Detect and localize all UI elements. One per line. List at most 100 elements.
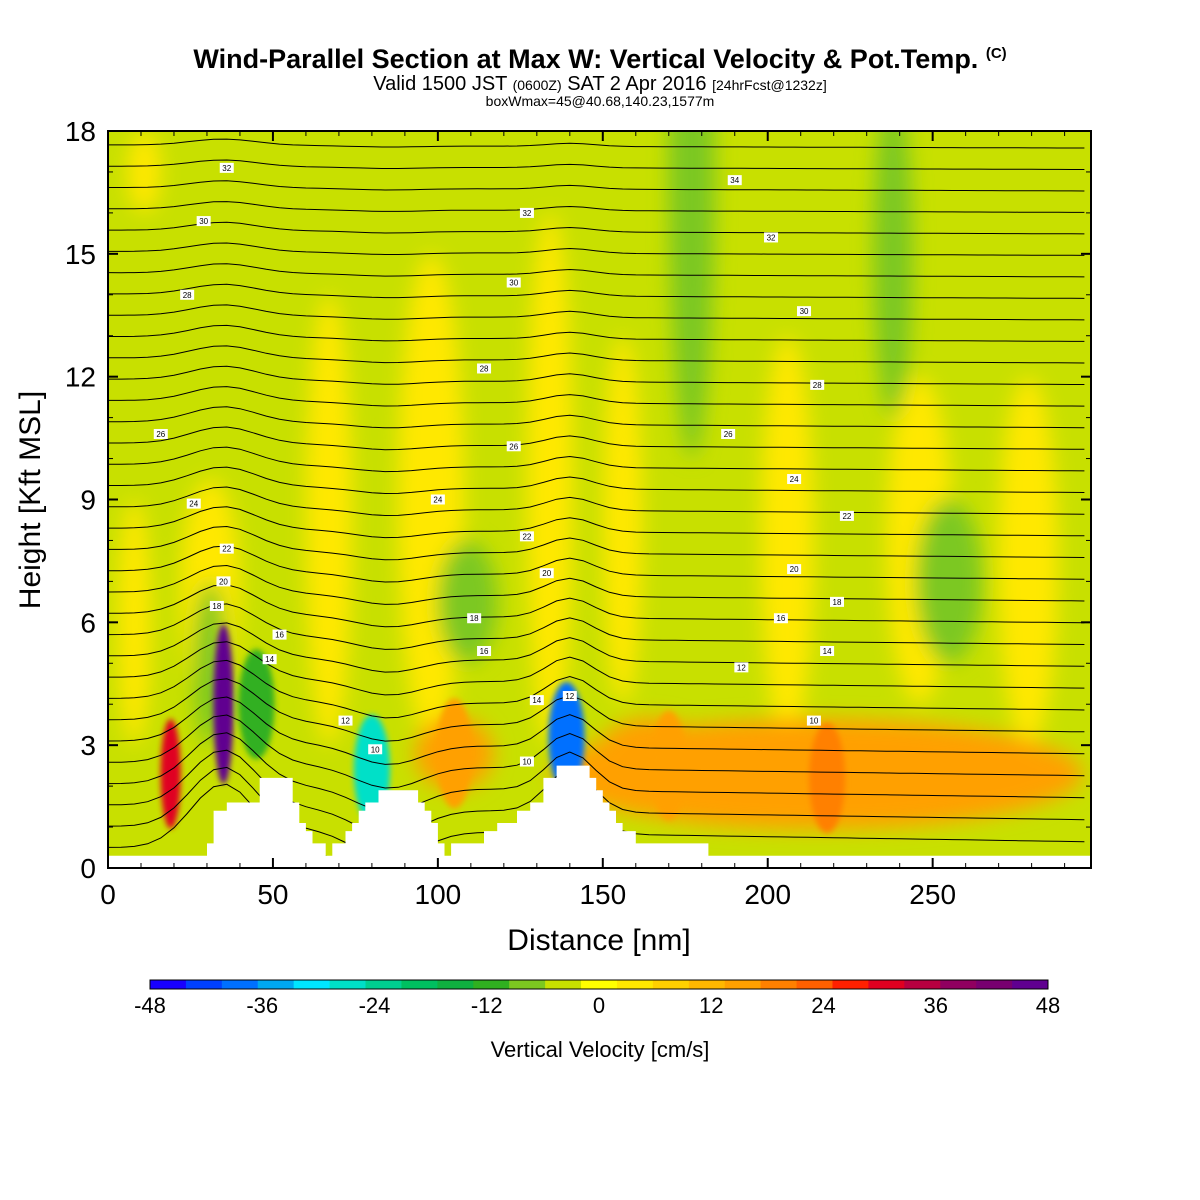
theta-contour	[108, 641, 1085, 696]
colorbar-swatch	[616, 980, 654, 989]
y-tick-label: 6	[80, 607, 96, 638]
contour-label-bg	[180, 289, 195, 300]
contour-label-bg	[272, 629, 287, 640]
colorbar-frame	[149, 979, 1049, 990]
contour-label-bg	[734, 662, 749, 673]
contour-label: 28	[183, 291, 192, 300]
theta-contour	[108, 446, 1085, 473]
ascent-plume	[761, 335, 814, 746]
theta-contour-labels: 32 34 32 32 30 30 30 28 28 28 26 26 26 24 24 24 22 22 22 20…	[153, 162, 854, 767]
x-tick-label: 0	[100, 879, 116, 910]
contour-label: 30	[509, 278, 518, 287]
theta-contour	[108, 406, 1085, 429]
contour-label-bg	[830, 596, 845, 607]
contour-label: 20	[790, 565, 799, 574]
contour-label-bg	[764, 232, 779, 243]
contour-label-bg	[787, 474, 802, 485]
contour-label: 24	[790, 475, 799, 484]
contour-label-bg	[219, 543, 234, 554]
y-tick-label: 12	[65, 362, 96, 393]
y-axis-label: Height [Kft MSL]	[14, 391, 47, 609]
contour-label-bg	[216, 576, 231, 587]
theta-contour	[108, 603, 1085, 650]
contour-label-bg	[506, 441, 521, 452]
colorbar-tick-label: -48	[134, 993, 166, 1018]
y-axis: 0 3 6 9 12 15 18	[65, 116, 1091, 884]
theta-contour	[108, 506, 1085, 539]
theta-contour	[108, 386, 1085, 407]
theta-contour	[108, 466, 1085, 495]
contour-label-bg	[787, 564, 802, 575]
chart-subtitle: Valid 1500 JST (0600Z) SAT 2 Apr 2016 [2…	[0, 73, 1200, 96]
contour-label-bg	[519, 207, 534, 218]
colorbar-swatch	[1012, 980, 1049, 989]
x-tick-label: 200	[744, 879, 791, 910]
colorbar-swatch	[724, 980, 762, 989]
theta-contour	[108, 242, 1085, 256]
contour-label-bg	[797, 306, 812, 317]
contour-label-bg	[721, 428, 736, 439]
theta-contour	[108, 263, 1085, 278]
contour-label-bg	[477, 645, 492, 656]
contour-label-bg	[506, 277, 521, 288]
contour-label-bg	[839, 510, 854, 521]
contour-label: 22	[222, 545, 231, 554]
colorbar-swatch	[796, 980, 833, 989]
y-tick-label: 3	[80, 730, 96, 761]
contour-label: 18	[470, 614, 479, 623]
colorbar-swatch	[688, 980, 726, 989]
contour-label: 26	[156, 430, 165, 439]
x-axis: 0 50 100 150 200 250	[100, 131, 1066, 910]
contour-label: 14	[532, 696, 541, 705]
contour-label-bg	[467, 613, 482, 624]
theta-contour	[108, 564, 1085, 605]
contour-label: 30	[800, 307, 809, 316]
contour-label-bg	[529, 695, 544, 706]
contour-label: 18	[833, 598, 842, 607]
y-tick-label: 9	[80, 485, 96, 516]
colorbar-tick-label: -12	[471, 993, 503, 1018]
colorbar-swatch	[760, 980, 798, 989]
contour-label: 24	[433, 496, 442, 505]
box-wmax-info: boxWmax=45@40.68,140.23,1577m	[485, 93, 715, 109]
x-axis-label: Distance [nm]	[507, 924, 690, 957]
theta-contour	[108, 714, 1085, 789]
x-tick-label: 150	[579, 879, 626, 910]
descent-streak	[916, 499, 983, 664]
contour-label: 26	[509, 442, 518, 451]
contour-label-bg	[219, 162, 234, 173]
theta-contour	[108, 304, 1085, 321]
theta-contour	[108, 159, 1085, 170]
contour-label: 22	[842, 512, 851, 521]
x-tick-label: 50	[257, 879, 288, 910]
valid-date: SAT 2 Apr 2016	[567, 73, 707, 95]
colorbar-label: Vertical Velocity [cm/s]	[491, 1037, 710, 1062]
theta-contour	[108, 486, 1085, 517]
colorbar-swatch	[221, 980, 259, 989]
ascent-plume	[998, 376, 1059, 746]
contour-label-bg	[186, 498, 201, 509]
forecast-info: [24hrFcst@1232z]	[712, 77, 827, 93]
theta-contour	[108, 138, 1085, 149]
colorbar-swatch	[150, 980, 187, 989]
w-feature	[548, 681, 585, 792]
theta-contour	[108, 426, 1085, 451]
contour-label: 12	[737, 663, 746, 672]
contour-label-bg	[562, 691, 577, 702]
colorbar-swatch	[329, 980, 367, 989]
contour-label: 12	[565, 692, 574, 701]
contour-label: 16	[776, 614, 785, 623]
descent-streak	[668, 131, 715, 459]
colorbar-swatch	[652, 980, 690, 989]
contour-label: 10	[809, 717, 818, 726]
ascent-plume	[602, 335, 643, 705]
theta-contour	[108, 201, 1085, 213]
y-tick-label: 0	[80, 853, 96, 884]
contour-label: 28	[480, 364, 489, 373]
chart-title-text: Wind-Parallel Section at Max W: Vertical…	[193, 44, 979, 74]
theta-contour	[108, 283, 1085, 299]
contour-label-bg	[153, 428, 168, 439]
copyright-mark: (C)	[985, 45, 1007, 62]
descent-streak	[873, 131, 913, 418]
colorbar-swatch	[437, 980, 474, 989]
